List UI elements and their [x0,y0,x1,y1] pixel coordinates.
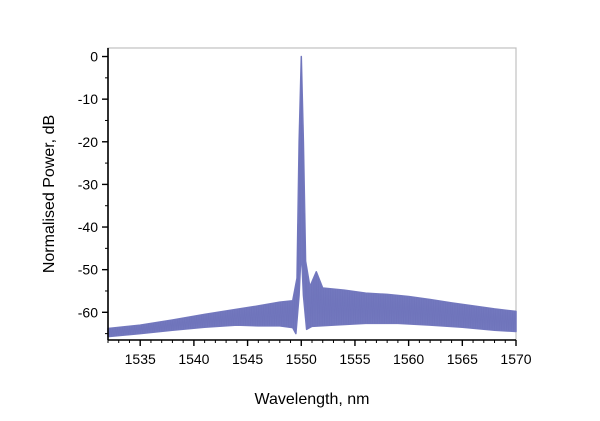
y-tick-label: -50 [78,262,98,278]
x-tick-label: 1555 [339,351,370,367]
x-axis-title: Wavelength, nm [254,391,369,408]
y-tick-label: -60 [78,304,98,320]
y-tick-label: -10 [78,91,98,107]
series-ripple [107,56,517,337]
x-tick-label: 1570 [500,351,531,367]
x-tick-label: 1535 [125,351,156,367]
y-tick-label: -30 [78,176,98,192]
y-tick-label: 0 [90,49,98,65]
y-axis-ticks: 0 -10 -20 -30 -40 -50 -60 [78,49,108,335]
series-layer [107,55,517,338]
x-tick-label: 1545 [232,351,263,367]
x-tick-label: 1550 [286,351,317,367]
y-tick-label: -20 [78,134,98,150]
y-tick-label: -40 [78,219,98,235]
x-tick-label: 1560 [393,351,424,367]
x-tick-label: 1540 [178,351,209,367]
x-tick-label: 1565 [447,351,478,367]
x-axis-ticks: 1535 1540 1545 1550 1555 1560 1565 1570 [107,340,532,367]
y-axis-title: Normalised Power, dB [41,115,58,273]
